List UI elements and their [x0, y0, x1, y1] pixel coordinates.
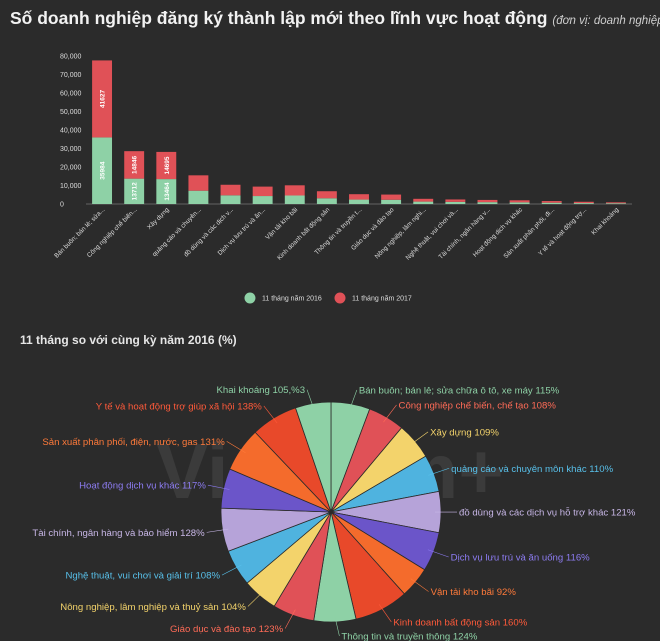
- bar-2017[interactable]: [477, 199, 498, 203]
- bar-2017[interactable]: [381, 194, 402, 200]
- pie-leader-line: [427, 549, 449, 558]
- pie-slice-label: Vận tải kho bãi 92%: [431, 587, 517, 598]
- pie-slice-label: Hoạt động dịch vụ khác 117%: [79, 481, 206, 492]
- legend-label-2017: 11 tháng năm 2017: [352, 296, 412, 303]
- pie-leader-line: [378, 604, 392, 623]
- pie-leader-line: [206, 528, 229, 533]
- bar-2017[interactable]: [413, 198, 434, 202]
- bar-2017[interactable]: [349, 194, 369, 200]
- bar-2017[interactable]: [188, 175, 209, 191]
- pie-leader-line: [221, 564, 242, 576]
- pie-leader-line: [226, 441, 246, 454]
- bar-2017[interactable]: [156, 151, 177, 180]
- pie-slice-label: Nông nghiệp, lâm nghiệp và thuỷ sản 104%: [60, 602, 246, 613]
- title-text: Số doanh nghiệp đăng ký thành lập mới th…: [10, 8, 548, 28]
- pie-leader-line: [410, 578, 429, 592]
- y-tick-label: 0: [60, 202, 64, 209]
- y-tick-label: 50,000: [60, 109, 82, 116]
- pie-slice-label: Sản xuất phân phối, điện, nước, gas 131%: [42, 437, 225, 448]
- pie-slice[interactable]: [295, 401, 332, 513]
- bar-2016[interactable]: [220, 195, 241, 204]
- bar-2016[interactable]: [284, 195, 305, 204]
- bar-2017[interactable]: [284, 185, 305, 196]
- bar-2016[interactable]: [413, 201, 434, 204]
- y-tick-label: 70,000: [60, 72, 82, 79]
- pie-leader-line: [247, 590, 264, 607]
- bar-2016[interactable]: [188, 190, 209, 204]
- bar-2017[interactable]: [605, 202, 626, 204]
- pie-slice-label: Thông tin và truyền thông 124%: [341, 631, 477, 641]
- y-tick-label: 20,000: [60, 165, 82, 172]
- bar-value-label: 13712: [132, 182, 139, 200]
- pie-leader-line: [207, 484, 230, 490]
- bar-value-label: 14695: [164, 156, 171, 174]
- pie-leader-line: [410, 431, 429, 446]
- page-title: Số doanh nghiệp đăng ký thành lập mới th…: [10, 8, 660, 29]
- pie-leader-line: [306, 389, 315, 410]
- bar-2016[interactable]: [445, 201, 466, 204]
- legend-label-2016: 11 tháng năm 2016: [262, 296, 322, 303]
- pie-leader-line: [349, 389, 358, 410]
- pie-slice-label: quảng cáo và chuyên môn khác 110%: [451, 464, 613, 475]
- pie-leader-line: [383, 404, 397, 423]
- bar-2016[interactable]: [605, 203, 626, 204]
- bar-chart: 0 10,000 20,000 30,000 40,000 50,000 60,000 70,…: [53, 54, 632, 304]
- bar-2016[interactable]: [316, 198, 337, 204]
- pie-slice-label: đồ dùng và các dịch vụ hỗ trợ khác 121%: [459, 508, 636, 519]
- y-tick-label: 40,000: [60, 128, 82, 135]
- bar-value-label: 14846: [132, 155, 139, 173]
- bar-2016[interactable]: [92, 137, 113, 204]
- pie-slice-label: Dịch vụ lưu trú và ăn uống 116%: [451, 553, 591, 564]
- pie-slice-label: Xây dựng 109%: [430, 427, 499, 438]
- bar-value-label: 35984: [100, 161, 107, 179]
- bar-value-label: 13464: [164, 182, 171, 200]
- bar-2016[interactable]: [509, 202, 530, 204]
- pie-leader-line: [428, 467, 450, 476]
- pie-slice-label: Nghệ thuật, vui chơi và giải trí 108%: [65, 571, 220, 582]
- pie-leader-line: [334, 615, 340, 636]
- bar-2016[interactable]: [124, 178, 145, 204]
- bar-2016[interactable]: [541, 202, 562, 204]
- bar-2017[interactable]: [220, 184, 241, 196]
- pie-leader-line: [263, 405, 278, 424]
- bar-2016[interactable]: [381, 199, 402, 204]
- title-unit: (đơn vị: doanh nghiệp): [552, 15, 660, 27]
- pie-slice-label: Y tế và hoạt động trợ giúp xã hội 138%: [96, 401, 263, 412]
- bar-2017[interactable]: [541, 201, 562, 203]
- bar-2017[interactable]: [573, 201, 594, 204]
- legend-swatch-2017: [334, 292, 346, 304]
- bar-value-label: 41627: [100, 90, 107, 108]
- bar-2017[interactable]: [509, 200, 530, 203]
- bar-2017[interactable]: [92, 60, 113, 138]
- pie-slice-label: Bán buôn; bán lẻ; sửa chữa ô tô, xe máy …: [359, 385, 560, 396]
- pie-slice-label: Khai khoáng 105,%3: [217, 385, 306, 396]
- pie-slice-label: Kinh doanh bất động sản 160%: [393, 617, 527, 628]
- y-tick-label: 80,000: [60, 54, 82, 61]
- legend-swatch-2016: [244, 292, 256, 304]
- y-tick-label: 30,000: [60, 146, 82, 153]
- pie-slice-label: Giáo dục và đào tạo 123%: [170, 624, 284, 635]
- bar-2016[interactable]: [573, 203, 594, 204]
- bar-2016[interactable]: [349, 199, 369, 204]
- bar-2017[interactable]: [445, 199, 466, 202]
- y-tick-label: 10,000: [60, 183, 82, 190]
- bar-2016[interactable]: [156, 179, 177, 204]
- pie-slice-label: Công nghiệp chế biến, chế tạo 108%: [399, 400, 557, 411]
- y-tick-label: 60,000: [60, 91, 82, 98]
- bar-2017[interactable]: [124, 151, 145, 179]
- bar-2017[interactable]: [316, 191, 337, 199]
- pie-slice-label: Tài chính, ngân hàng và bảo hiểm 128%: [32, 528, 205, 539]
- bar-2017[interactable]: [252, 186, 273, 197]
- bar-2016[interactable]: [477, 202, 498, 204]
- pie-chart-title: 11 tháng so với cùng kỳ năm 2016 (%): [20, 333, 237, 347]
- pie-leader-line: [284, 609, 296, 629]
- legend: 11 tháng năm 2016 11 tháng năm 2017: [244, 292, 412, 304]
- bar-2016[interactable]: [252, 196, 273, 204]
